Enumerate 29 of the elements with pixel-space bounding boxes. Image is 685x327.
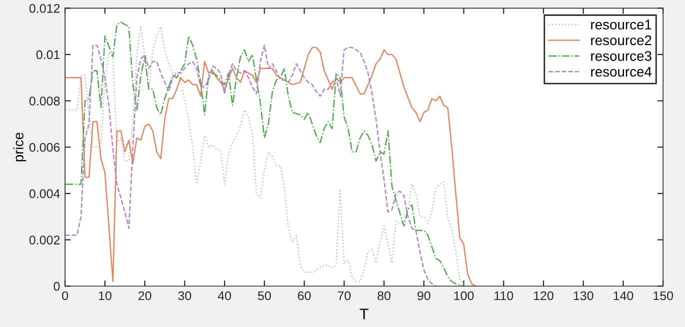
x-tick-label: 110 bbox=[494, 291, 514, 300]
x-tick-label: 130 bbox=[574, 291, 594, 300]
y-tick-label: 0.008 bbox=[29, 96, 60, 106]
legend-label: resource1 bbox=[591, 20, 652, 30]
y-tick-label: 0.002 bbox=[29, 236, 60, 244]
x-tick-label: 50 bbox=[258, 291, 271, 300]
y-tick-label: 0.006 bbox=[29, 142, 60, 152]
x-tick-label: 0 bbox=[62, 291, 68, 300]
x-tick-label: 140 bbox=[614, 291, 634, 300]
x-tick-label: 90 bbox=[418, 291, 430, 300]
x-tick-label: 30 bbox=[178, 291, 192, 300]
y-tick-label: 0.004 bbox=[29, 189, 60, 198]
y-axis-title: price bbox=[13, 132, 26, 162]
x-tick-label: 70 bbox=[338, 291, 351, 300]
legend-label: resource3 bbox=[591, 51, 652, 61]
x-tick-label: 10 bbox=[98, 291, 112, 300]
x-tick-label: 120 bbox=[534, 291, 554, 300]
x-tick-label: 60 bbox=[298, 291, 311, 300]
x-tick-label: 100 bbox=[454, 291, 474, 300]
x-tick-label: 20 bbox=[138, 291, 152, 300]
y-tick-label: 0.01 bbox=[36, 50, 60, 60]
x-tick-label: 150 bbox=[654, 291, 674, 300]
legend-label: resource4 bbox=[591, 66, 652, 77]
y-tick-label: 0.012 bbox=[29, 4, 60, 13]
x-tick-label: 40 bbox=[218, 291, 232, 300]
legend-label: resource2 bbox=[591, 35, 652, 46]
x-axis-title: T bbox=[360, 308, 368, 320]
x-tick-label: 80 bbox=[378, 291, 390, 300]
y-tick-label: 0 bbox=[54, 282, 60, 291]
